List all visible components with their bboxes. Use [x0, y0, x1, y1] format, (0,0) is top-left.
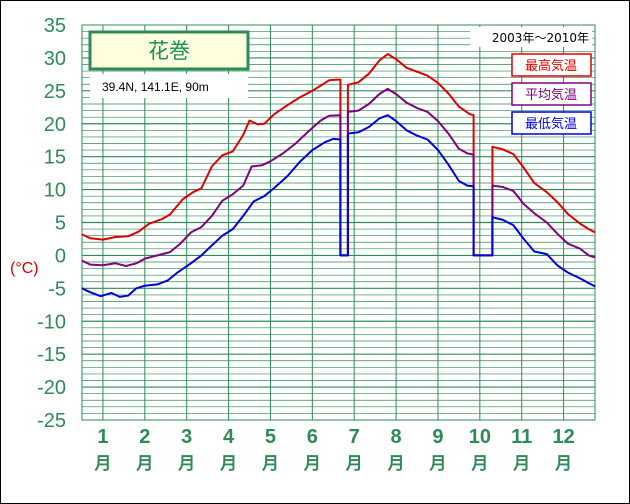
- y-tick-label: 30: [44, 48, 66, 70]
- x-tick-label: 5: [265, 426, 276, 448]
- y-tick-label: 5: [55, 213, 66, 235]
- x-tick-unit: 月: [512, 454, 530, 474]
- x-tick-unit: 月: [387, 454, 405, 474]
- x-tick-unit: 月: [303, 454, 321, 474]
- x-tick-label: 12: [552, 426, 574, 448]
- x-tick-label: 9: [432, 426, 443, 448]
- period-label: 2003年～2010年: [492, 31, 589, 45]
- x-tick-unit: 月: [219, 454, 237, 474]
- y-tick-label: -10: [37, 311, 66, 333]
- y-tick-label: -15: [37, 344, 66, 366]
- x-tick-label: 4: [223, 426, 235, 448]
- title-box: 花巻: [88, 30, 250, 71]
- y-tick-label: -20: [37, 377, 66, 399]
- series-line: [81, 114, 596, 298]
- x-tick-unit: 月: [554, 454, 572, 474]
- grid: [82, 25, 595, 420]
- series-group: [81, 53, 596, 298]
- legend-swatch: [511, 111, 592, 135]
- x-tick-label: 7: [349, 426, 360, 448]
- y-tick-label: -25: [37, 410, 66, 432]
- legend-entry: 平均気温: [525, 87, 577, 103]
- y-tick-label: -5: [48, 278, 66, 300]
- x-tick-unit: 月: [345, 454, 363, 474]
- x-tick-unit: 月: [428, 454, 446, 474]
- coords-box: 39.4N, 141.1E, 90m: [90, 74, 248, 98]
- x-tick-label: 11: [511, 426, 532, 448]
- y-tick-label: 20: [44, 114, 66, 136]
- y-tick-label: 0: [55, 245, 66, 267]
- legend-entry: 最高気温: [525, 58, 577, 74]
- x-tick-label: 6: [307, 426, 318, 448]
- x-tick-label: 8: [391, 426, 402, 448]
- x-tick-labels: 1 月 2 月 3 月 4 月 5 月 6 月 7 月 8 月 9 月 10 月 11 月 12 月: [93, 426, 574, 474]
- chart-subtitle: 39.4N, 141.1E, 90m: [102, 80, 209, 94]
- y-axis-label: (°C): [10, 260, 39, 277]
- x-tick-label: 1: [97, 426, 108, 448]
- x-tick-unit: 月: [470, 454, 488, 474]
- x-tick-unit: 月: [93, 454, 111, 474]
- y-tick-label: 15: [44, 147, 66, 169]
- x-tick-unit: 月: [261, 454, 279, 474]
- y-tick-label: 10: [44, 180, 66, 202]
- x-tick-label: 2: [139, 426, 150, 448]
- legend-entry: 最低気温: [525, 116, 577, 132]
- period-box: 2003年～2010年: [470, 27, 592, 47]
- y-tick-label: 25: [44, 81, 66, 103]
- x-tick-unit: 月: [177, 454, 195, 474]
- y-tick-labels: 35 30 25 20 15 10 5 0 -5 -10 -15 -20 -25: [37, 15, 66, 432]
- legend-swatch: [511, 53, 592, 77]
- x-tick-label: 10: [469, 426, 491, 448]
- x-tick-unit: 月: [135, 454, 153, 474]
- x-tick-label: 3: [181, 426, 192, 448]
- chart-title: 花巻: [148, 39, 190, 63]
- y-tick-label: 35: [44, 15, 66, 37]
- legend-swatch: [511, 82, 592, 106]
